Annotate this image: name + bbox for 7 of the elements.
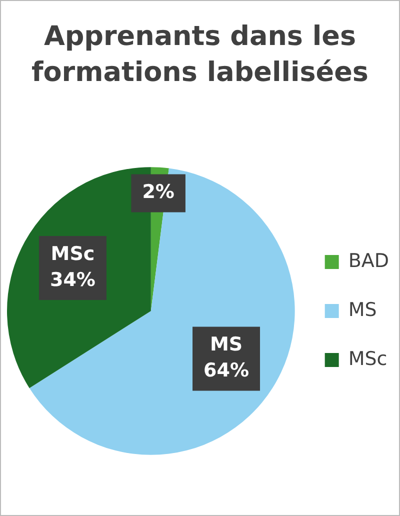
data-label: 2% <box>142 181 174 204</box>
data-label: MS 64% <box>204 334 249 382</box>
legend-label: MS <box>348 298 377 321</box>
chart-title: Apprenants dans les formations labellisées <box>30 20 370 90</box>
data-label: MSc 34% <box>50 242 96 291</box>
legend-label: MSc <box>348 348 388 370</box>
legend-label: BAD <box>348 250 390 272</box>
